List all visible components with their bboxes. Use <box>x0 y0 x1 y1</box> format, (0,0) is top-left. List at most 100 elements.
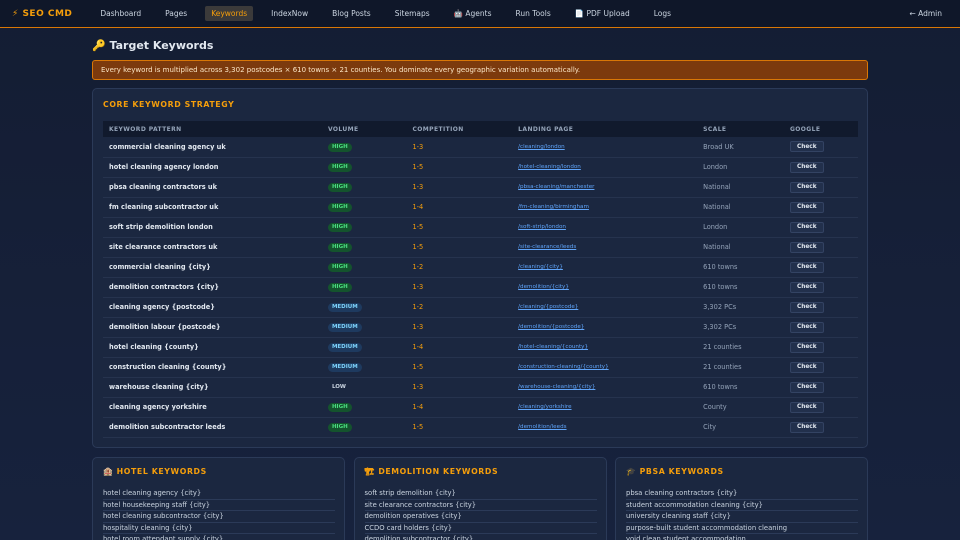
volume-cell: HIGH <box>321 417 407 438</box>
keyword-row: pbsa cleaning contractors uk HIGH 1-3/pbsa… <box>103 177 858 198</box>
card-title: CORE KEYWORD STRATEGY <box>103 100 235 109</box>
core-card: CORE KEYWORD STRATEGY KEYWORD PATTERN VOL… <box>92 88 868 448</box>
landing-page-link[interactable]: /cleaning/yorkshire <box>512 397 698 418</box>
volume-badge: HIGH <box>327 142 352 152</box>
group-title: 🏗 DEMOLITION KEYWORDS <box>364 467 499 476</box>
google-cell: Check <box>783 317 858 338</box>
group-title: 🎓 PBSA KEYWORDS <box>626 467 724 476</box>
nav-link[interactable]: Sitemaps <box>394 9 430 18</box>
google-cell: Check <box>783 197 858 218</box>
check-button[interactable]: Check <box>789 241 824 253</box>
keyword-cell: construction cleaning {county} <box>103 357 322 378</box>
brand[interactable]: ⚡ SEO CMD <box>12 8 73 19</box>
nav-link[interactable]: Blog Posts <box>332 9 371 18</box>
landing-page-link[interactable]: /pbsa-cleaning/manchester <box>512 177 698 198</box>
keyword-row: warehouse cleaning {city} LOW 1-3/warehous… <box>103 377 858 398</box>
keyword-cell: commercial cleaning agency uk <box>103 137 322 158</box>
keyword-cell: commercial cleaning {city} <box>103 257 322 278</box>
landing-page-link[interactable]: /cleaning/{city} <box>512 257 698 278</box>
group-keyword: university cleaning staff {city} <box>626 511 858 523</box>
check-button[interactable]: Check <box>789 181 824 193</box>
group-keyword: demolition subcontractor {city} <box>365 534 597 540</box>
volume-cell: HIGH <box>321 177 407 198</box>
landing-page-link[interactable]: /hotel-cleaning/{county} <box>512 337 698 358</box>
check-button[interactable]: Check <box>789 221 824 233</box>
check-button[interactable]: Check <box>789 301 824 313</box>
volume-badge: HIGH <box>327 402 352 412</box>
check-button[interactable]: Check <box>789 361 824 373</box>
landing-page-link[interactable]: /demolition/leeds <box>512 417 698 438</box>
check-button[interactable]: Check <box>789 321 824 333</box>
volume-cell: HIGH <box>321 397 407 418</box>
volume-badge: HIGH <box>327 282 352 292</box>
nav-link[interactable]: 📄 PDF Upload <box>574 9 630 18</box>
check-button[interactable]: Check <box>789 401 824 413</box>
nav-bar: ⚡ SEO CMD Dashboard Pages Keywords IndexNow… <box>0 0 960 28</box>
check-button[interactable]: Check <box>789 141 824 153</box>
landing-page-link[interactable]: /construction-cleaning/{county} <box>512 357 698 378</box>
check-button[interactable]: Check <box>789 161 824 173</box>
check-button[interactable]: Check <box>789 281 824 293</box>
competition-cell: 1-3 <box>406 317 513 338</box>
volume-badge: HIGH <box>327 182 352 192</box>
scale-cell: 3,302 PCs <box>697 297 784 318</box>
nav-link[interactable]: IndexNow <box>271 9 309 18</box>
volume-badge: HIGH <box>327 262 352 272</box>
keyword-cell: site clearance contractors uk <box>103 237 322 258</box>
volume-cell: HIGH <box>321 197 407 218</box>
landing-page-link[interactable]: /cleaning/london <box>512 137 698 158</box>
keyword-row: commercial cleaning agency uk HIGH 1-3/cle… <box>103 137 858 158</box>
landing-page-link[interactable]: /site-clearance/leeds <box>512 237 698 258</box>
landing-page-link[interactable]: /demolition/{postcode} <box>512 317 698 338</box>
check-button[interactable]: Check <box>789 201 824 213</box>
info-banner: Every keyword is multiplied across 3,302… <box>92 60 868 80</box>
volume-cell: MEDIUM <box>321 357 407 378</box>
keyword-row: demolition contractors {city} HIGH 1-3/dem… <box>103 277 858 298</box>
google-cell: Check <box>783 157 858 178</box>
column-header: VOLUME <box>321 121 407 137</box>
keyword-cell: cleaning agency yorkshire <box>103 397 322 418</box>
check-button[interactable]: Check <box>789 341 824 353</box>
nav-link[interactable]: Pages <box>165 9 188 18</box>
landing-page-link[interactable]: /demolition/{city} <box>512 277 698 298</box>
nav-link[interactable]: Keywords <box>205 6 254 21</box>
scale-cell: 610 towns <box>697 257 784 278</box>
competition-cell: 1-4 <box>406 337 513 358</box>
check-button[interactable]: Check <box>789 381 824 393</box>
nav-link[interactable]: Dashboard <box>100 9 142 18</box>
volume-cell: MEDIUM <box>321 297 407 318</box>
check-button[interactable]: Check <box>789 421 824 433</box>
group-keyword: void clean student accommodation <box>626 534 858 540</box>
competition-cell: 1-4 <box>406 397 513 418</box>
scale-cell: 21 counties <box>697 357 784 378</box>
volume-cell: LOW <box>321 377 407 398</box>
keyword-cell: fm cleaning subcontractor uk <box>103 197 322 218</box>
keyword-row: commercial cleaning {city} HIGH 1-2/cleani… <box>103 257 858 278</box>
scale-cell: London <box>697 217 784 238</box>
scale-cell: Broad UK <box>697 137 784 158</box>
scale-cell: 610 towns <box>697 277 784 298</box>
scale-cell: National <box>697 177 784 198</box>
landing-page-link[interactable]: /fm-cleaning/birmingham <box>512 197 698 218</box>
admin-link[interactable]: ← Admin <box>909 9 942 18</box>
volume-badge: LOW <box>331 384 346 391</box>
landing-page-link[interactable]: /cleaning/{postcode} <box>512 297 698 318</box>
google-cell: Check <box>783 377 858 398</box>
landing-page-link[interactable]: /warehouse-cleaning/{city} <box>512 377 698 398</box>
check-button[interactable]: Check <box>789 261 824 273</box>
group-keyword: demolition operatives {city} <box>364 511 597 523</box>
nav-link[interactable]: 🤖 Agents <box>453 9 492 18</box>
group-keyword: site clearance contractors {city} <box>364 500 597 511</box>
group-keyword: hotel room attendant supply {city} <box>103 534 335 540</box>
group-list: hotel cleaning agency {city} hotel housek… <box>103 488 335 540</box>
competition-cell: 1-3 <box>406 277 513 298</box>
nav-link[interactable]: Run Tools <box>515 9 551 18</box>
landing-page-link[interactable]: /soft-strip/london <box>512 217 698 238</box>
nav-link[interactable]: Logs <box>653 9 672 18</box>
competition-cell: 1-5 <box>406 157 513 178</box>
volume-cell: HIGH <box>321 277 407 298</box>
volume-badge: MEDIUM <box>327 302 362 312</box>
landing-page-link[interactable]: /hotel-cleaning/london <box>512 157 698 178</box>
competition-cell: 1-3 <box>406 377 513 398</box>
volume-badge: MEDIUM <box>327 322 362 332</box>
